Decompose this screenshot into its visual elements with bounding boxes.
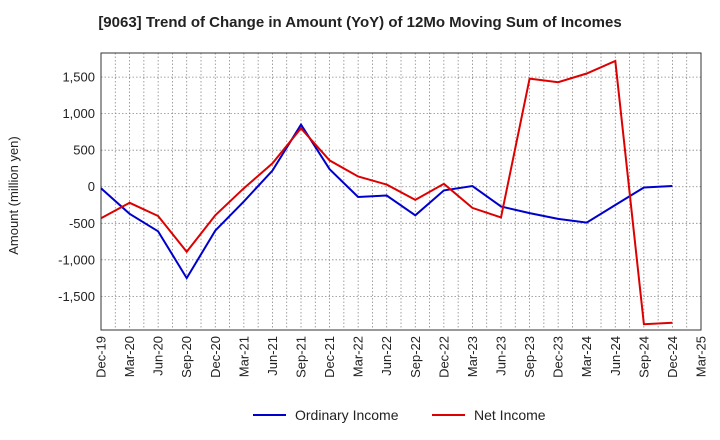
x-tick-label: Mar-23 xyxy=(465,336,480,377)
x-tick-label: Sep-22 xyxy=(408,336,423,378)
y-tick-label: 1,000 xyxy=(62,106,95,121)
y-tick-label: -1,000 xyxy=(58,252,95,267)
x-tick-label: Jun-23 xyxy=(494,336,509,376)
y-tick-label: 1,500 xyxy=(62,70,95,85)
x-tick-label: Sep-20 xyxy=(179,336,194,378)
chart-title: [9063] Trend of Change in Amount (YoY) o… xyxy=(98,14,622,31)
x-tick-label: Sep-21 xyxy=(294,336,309,378)
y-tick-label: 0 xyxy=(88,179,95,194)
x-tick-label: Jun-24 xyxy=(608,336,623,376)
legend-label: Net Income xyxy=(474,407,546,423)
plot-border xyxy=(100,52,702,331)
series-line-ordinary-income xyxy=(100,122,673,281)
x-tick-label: Mar-25 xyxy=(694,336,709,377)
y-tick-label: 500 xyxy=(73,143,95,158)
y-tick-label: -1,500 xyxy=(58,289,95,304)
series-layer xyxy=(100,59,673,326)
x-tick-label: Dec-24 xyxy=(665,336,680,378)
grid-layer xyxy=(100,53,702,330)
x-tick-label: Jun-21 xyxy=(265,336,280,376)
legend-layer: Ordinary Income Net Income xyxy=(253,407,546,423)
x-tick-label: Mar-22 xyxy=(351,336,366,377)
x-tick-label: Dec-22 xyxy=(436,336,451,378)
x-tick-label: Dec-21 xyxy=(322,336,337,378)
x-tick-label: Mar-20 xyxy=(122,336,137,377)
x-tick-label: Jun-22 xyxy=(379,336,394,376)
x-tick-label: Sep-24 xyxy=(636,336,651,378)
x-tick-label: Dec-19 xyxy=(94,336,109,378)
x-tick-label: Sep-23 xyxy=(522,336,537,378)
x-tick-label: Mar-21 xyxy=(236,336,251,377)
y-axis-title: Amount (million yen) xyxy=(6,136,21,255)
legend-label: Ordinary Income xyxy=(295,407,399,423)
y-tick-label: -500 xyxy=(69,216,95,231)
x-tick-label: Mar-24 xyxy=(579,336,594,377)
x-tick-label: Dec-23 xyxy=(551,336,566,378)
series-line-net-income xyxy=(100,59,673,326)
x-tick-label: Dec-20 xyxy=(208,336,223,378)
axis-layer: -1,500 -1,000 -500 0 500 1,000 1,500 Dec-19 Mar-… xyxy=(6,52,709,378)
x-tick-label: Jun-20 xyxy=(151,336,166,376)
